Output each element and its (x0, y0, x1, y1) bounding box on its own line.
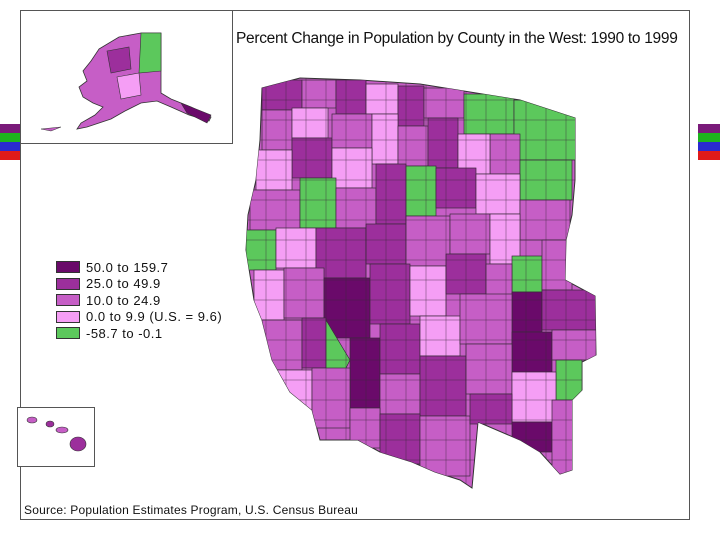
legend-item: -58.7 to -0.1 (56, 325, 222, 342)
legend-item: 0.0 to 9.9 (U.S. = 9.6) (56, 309, 222, 326)
alaska-inset (20, 10, 233, 144)
legend-label: 50.0 to 159.7 (86, 259, 169, 275)
legend-label: -58.7 to -0.1 (86, 325, 163, 341)
stripe-blue (0, 142, 22, 151)
legend-label: 10.0 to 24.9 (86, 292, 161, 308)
legend-label: 25.0 to 49.9 (86, 276, 161, 292)
legend-swatch (56, 261, 80, 274)
stripe-red (698, 151, 720, 160)
legend-label: 0.0 to 9.9 (U.S. = 9.6) (86, 309, 223, 325)
legend-swatch (56, 277, 80, 290)
map-legend: 50.0 to 159.7 25.0 to 49.9 10.0 to 24.9 … (56, 259, 222, 342)
stripe-green (698, 133, 720, 142)
legend-item: 25.0 to 49.9 (56, 276, 222, 293)
hawaii-map (26, 416, 87, 452)
stripe-purple (0, 124, 22, 133)
alaska-map (40, 32, 212, 132)
stripe-green (0, 133, 22, 142)
left-color-stripes (0, 124, 22, 160)
western-states-region (245, 77, 597, 489)
hawaii-inset (17, 407, 95, 467)
stripe-red (0, 151, 22, 160)
map-title: Percent Change in Population by County i… (236, 30, 678, 47)
stripe-blue (698, 142, 720, 151)
right-color-stripes (698, 124, 720, 160)
source-note: Source: Population Estimates Program, U.… (24, 503, 359, 517)
legend-item: 50.0 to 159.7 (56, 259, 222, 276)
legend-swatch (56, 294, 80, 307)
legend-swatch (56, 310, 80, 323)
legend-item: 10.0 to 24.9 (56, 292, 222, 309)
stripe-purple (698, 124, 720, 133)
legend-swatch (56, 327, 80, 340)
